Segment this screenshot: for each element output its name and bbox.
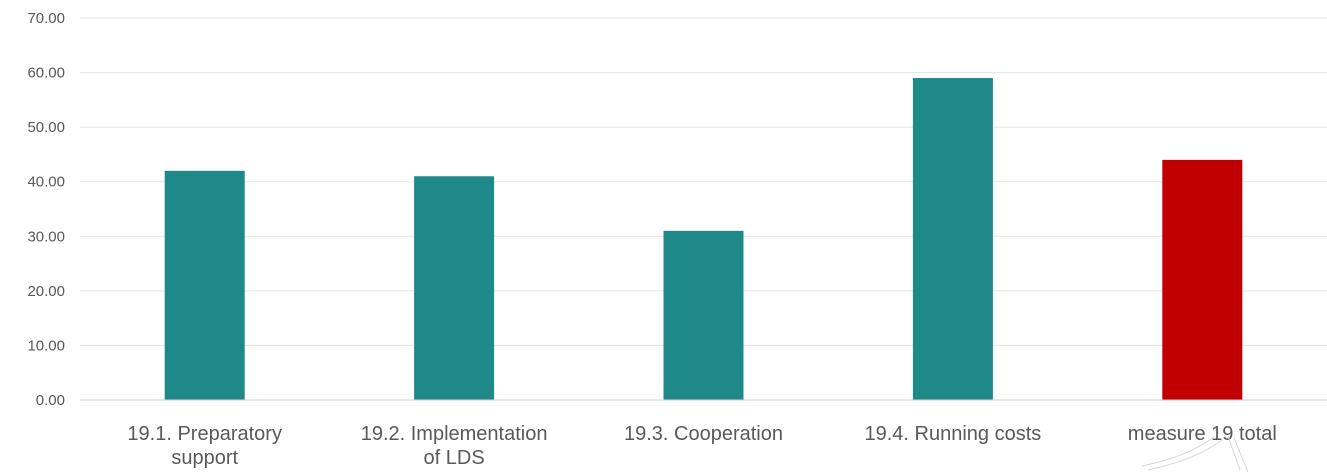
x-category-label: measure 19 total [1128,423,1277,445]
bar [164,170,245,400]
bar [663,230,744,400]
y-axis-ticks: 0.00 10.00 20.00 30.00 40.00 50.00 60.00 70.00 [27,10,65,409]
x-category-label: 19.3. Cooperation [624,423,783,445]
y-tick-label: 60.00 [27,65,65,82]
bar [1162,159,1243,400]
x-category-label: 19.1. Preparatory support [127,423,282,469]
y-tick-label: 50.00 [27,119,65,136]
x-category-label-line: of LDS [424,447,485,469]
x-category-label-line: 19.1. Preparatory [127,423,282,445]
bar [414,176,495,400]
y-tick-label: 30.00 [27,228,65,245]
x-category-label: 19.4. Running costs [865,423,1042,445]
y-tick-label: 0.00 [36,392,65,409]
x-category-label-line: measure 19 total [1128,423,1277,445]
x-category-label-line: 19.2. Implementation [361,423,548,445]
y-tick-label: 20.00 [27,283,65,300]
x-category-label-line: 19.3. Cooperation [624,423,783,445]
watermark-logo [1141,435,1249,473]
bars [164,78,1243,401]
x-axis-labels: 19.1. Preparatory support 19.2. Implementa… [127,423,1276,469]
x-category-label: 19.2. Implementation of LDS [361,423,548,469]
y-tick-label: 40.00 [27,174,65,191]
y-tick-label: 10.00 [27,337,65,354]
y-tick-label: 70.00 [27,10,65,27]
x-category-label-line: 19.4. Running costs [865,423,1042,445]
x-category-label-line: support [171,447,238,469]
bar [912,78,993,401]
